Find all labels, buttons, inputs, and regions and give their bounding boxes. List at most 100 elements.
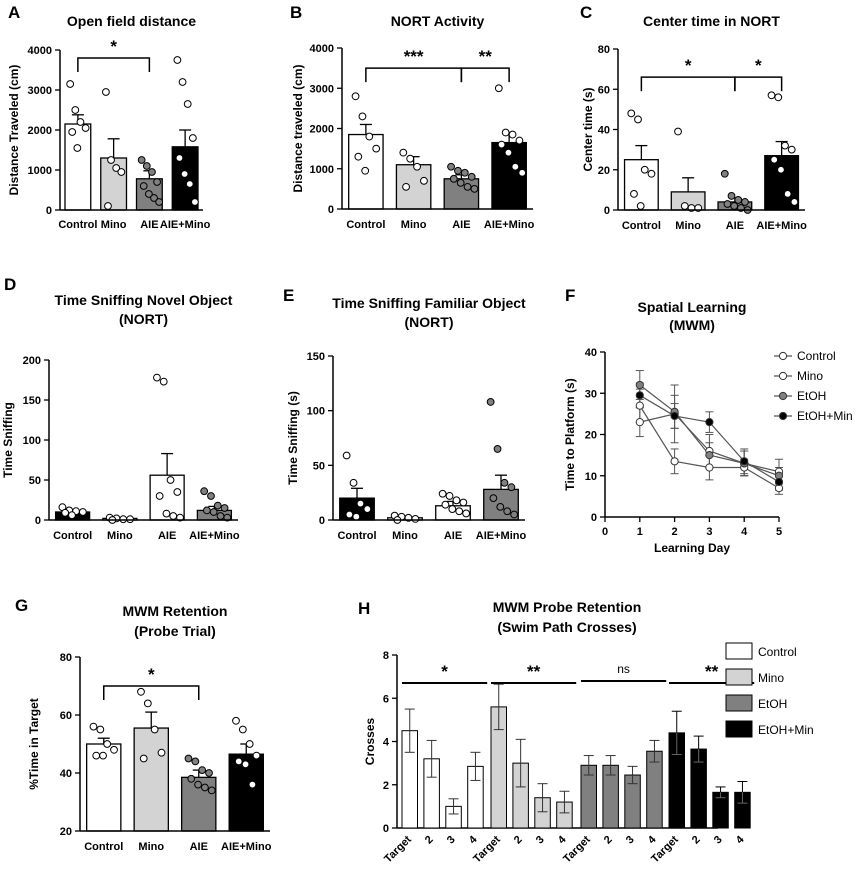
data-point-A <box>153 178 161 186</box>
legend-marker-EtOH <box>778 391 788 401</box>
x-tick-label-F: 0 <box>602 526 608 538</box>
data-point-D <box>220 504 229 512</box>
data-point-G <box>139 754 148 763</box>
data-point-G <box>110 745 118 754</box>
data-point-A <box>144 190 153 198</box>
data-point-E <box>342 451 351 460</box>
x-tick-label-H-2: 2 <box>690 834 703 847</box>
data-point-C <box>720 169 729 178</box>
data-point-A <box>76 118 85 126</box>
chart-title-B: NORT Activity <box>391 13 485 29</box>
legend-swatch-Control <box>725 642 753 660</box>
x-tick-label-B-AIE+Mino: AIE+Mino <box>484 219 535 231</box>
x-tick-label-C-AIE+Mino: AIE+Mino <box>756 220 807 232</box>
data-point-G <box>241 760 250 769</box>
data-point-A <box>68 128 77 136</box>
data-point-A <box>137 156 146 164</box>
y-axis-label-A: Distance Traveled (cm) <box>7 65 21 196</box>
legend-label-Control: Control <box>758 645 797 659</box>
data-point-G <box>157 748 166 757</box>
data-point-G <box>201 783 209 792</box>
data-point-E <box>345 510 354 519</box>
data-point-A <box>150 194 158 202</box>
data-point-B <box>354 152 363 161</box>
x-tick-label-F: 4 <box>741 526 748 538</box>
data-point-E <box>349 478 358 487</box>
significance-label-H-EtOH: ns <box>617 662 630 676</box>
y-tick-label-A: 2000 <box>28 125 52 137</box>
panel-letter-C: C <box>580 3 592 22</box>
y-tick-label-C: 20 <box>598 165 610 177</box>
y-tick-label-G: 40 <box>60 768 72 780</box>
y-tick-label-F: 10 <box>585 471 597 483</box>
significance-label-H-Mino: ** <box>527 662 541 681</box>
data-point-B <box>460 168 469 177</box>
data-point-C <box>783 190 792 198</box>
data-point-D <box>213 501 222 510</box>
y-tick-label-B: 3000 <box>310 83 334 95</box>
data-point-D <box>166 476 175 484</box>
data-point-EtOH+Min <box>740 457 749 466</box>
data-point-C <box>727 192 736 200</box>
significance-label-H-EtOH+Min: ** <box>705 662 719 681</box>
data-point-E <box>486 398 495 406</box>
data-point-E <box>507 483 516 492</box>
data-point-D <box>155 492 164 500</box>
data-point-B <box>402 182 410 191</box>
chart-subtitle-H: (Swim Path Crosses) <box>497 619 636 635</box>
data-point-B <box>463 182 472 191</box>
legend-label-Mino: Mino <box>758 671 784 685</box>
x-tick-label-H-3: 3 <box>624 834 637 847</box>
data-point-G <box>103 740 112 748</box>
x-tick-label-B-Control: Control <box>346 219 385 231</box>
y-tick-label-H: 0 <box>383 823 389 835</box>
data-point-B <box>515 136 524 145</box>
x-tick-label-A-Control: Control <box>58 219 97 231</box>
x-tick-label-H-2: 2 <box>423 834 436 847</box>
data-point-A <box>178 78 187 86</box>
data-point-B <box>518 168 527 177</box>
data-point-B <box>365 132 374 141</box>
data-point-G <box>232 716 240 725</box>
x-tick-label-B-AIE: AIE <box>452 219 470 231</box>
y-tick-label-H: 6 <box>383 693 389 705</box>
data-point-A <box>107 156 115 164</box>
data-point-E <box>363 505 372 513</box>
data-point-G <box>187 774 196 783</box>
panel-letter-A: A <box>8 3 20 22</box>
y-tick-label-C: 80 <box>598 44 610 56</box>
data-point-D <box>61 508 70 517</box>
data-point-A <box>112 164 121 172</box>
x-tick-label-A-Mino: Mino <box>101 219 127 231</box>
chart-title-H: MWM Probe Retention <box>493 599 642 615</box>
x-tick-label-H-4: 4 <box>734 833 747 846</box>
legend-label-Control: Control <box>797 349 836 363</box>
significance-label-H-Control: * <box>441 662 448 681</box>
x-tick-label-G-AIE+Mino: AIE+Mino <box>221 841 272 853</box>
data-point-A <box>185 180 194 188</box>
y-tick-label-F: 20 <box>585 430 597 442</box>
x-tick-label-H-3: 3 <box>712 834 725 847</box>
y-axis-label-D: Time Sniffing <box>1 402 15 478</box>
data-point-C <box>723 200 732 208</box>
legend-label-EtOH: EtOH <box>758 697 787 711</box>
x-tick-label-E-AIE: AIE <box>444 530 462 542</box>
significance-label-G: * <box>148 665 155 684</box>
data-point-B <box>351 92 360 101</box>
data-point-G <box>184 754 193 763</box>
y-tick-label-A: 1000 <box>28 165 52 177</box>
data-point-Control <box>670 457 679 466</box>
data-point-B <box>372 144 381 153</box>
data-point-B <box>449 174 458 183</box>
data-point-C <box>787 145 796 154</box>
bar-B-Mino <box>395 164 432 210</box>
x-tick-label-D-Mino: Mino <box>107 530 133 542</box>
y-tick-label-B: 2000 <box>310 124 334 136</box>
data-point-G <box>234 757 243 766</box>
x-tick-label-H-2: 2 <box>512 834 525 847</box>
chart-title-A: Open field distance <box>67 13 196 29</box>
y-tick-label-B: 1000 <box>310 164 334 176</box>
y-tick-label-E: 50 <box>313 460 325 472</box>
data-point-B <box>454 166 462 175</box>
data-point-G <box>89 722 98 731</box>
